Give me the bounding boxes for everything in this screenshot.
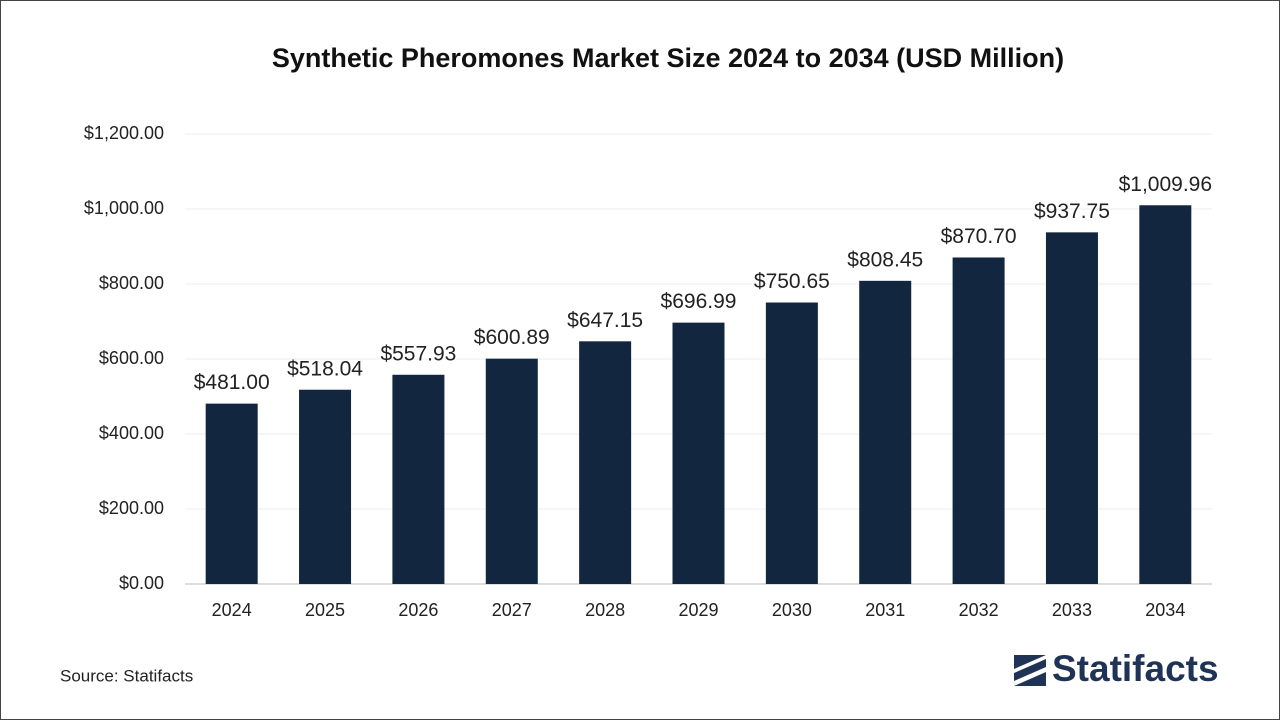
bar <box>579 341 632 584</box>
x-tick-label: 2028 <box>585 600 625 620</box>
y-tick-label: $200.00 <box>99 498 164 518</box>
x-tick-label: 2027 <box>492 600 532 620</box>
x-tick-label: 2034 <box>1145 600 1185 620</box>
x-tick-label: 2026 <box>398 600 438 620</box>
y-tick-label: $400.00 <box>99 423 164 443</box>
x-tick-label: 2032 <box>959 600 999 620</box>
value-label: $808.45 <box>847 248 923 271</box>
bar <box>299 389 352 584</box>
x-tick-label: 2030 <box>772 600 812 620</box>
value-label: $481.00 <box>194 371 270 394</box>
source: Source: Statifacts <box>60 666 193 685</box>
value-label: $750.65 <box>754 270 830 293</box>
x-tick-label: 2025 <box>305 600 345 620</box>
y-tick-label: $1,200.00 <box>84 123 164 143</box>
y-tick-label: $600.00 <box>99 348 164 368</box>
y-tick-label: $800.00 <box>99 273 164 293</box>
chart-title: Synthetic Pheromones Market Size 2024 to… <box>272 43 1064 73</box>
value-label: $870.70 <box>941 225 1017 248</box>
x-tick-label: 2024 <box>212 600 252 620</box>
logo-icon <box>1014 655 1046 686</box>
value-label: $696.99 <box>661 290 737 313</box>
y-tick-label: $1,000.00 <box>84 198 164 218</box>
bar <box>952 257 1005 584</box>
value-label: $518.04 <box>287 357 363 380</box>
x-tick-label: 2031 <box>865 600 905 620</box>
bar <box>1045 232 1098 584</box>
x-tick-label: 2029 <box>678 600 718 620</box>
bar <box>672 322 725 584</box>
bar <box>859 280 912 584</box>
value-label: $647.15 <box>567 309 643 332</box>
bar <box>765 302 818 584</box>
value-label: $1,009.96 <box>1119 173 1212 196</box>
bar <box>485 358 538 584</box>
value-label: $937.75 <box>1034 200 1110 223</box>
bar <box>1139 205 1192 584</box>
x-tick-label: 2033 <box>1052 600 1092 620</box>
brand: Statifacts <box>1052 648 1219 689</box>
value-label: $600.89 <box>474 326 550 349</box>
bar <box>205 403 258 584</box>
bar <box>392 374 445 584</box>
y-tick-label: $0.00 <box>119 573 164 593</box>
value-label: $557.93 <box>380 342 456 365</box>
